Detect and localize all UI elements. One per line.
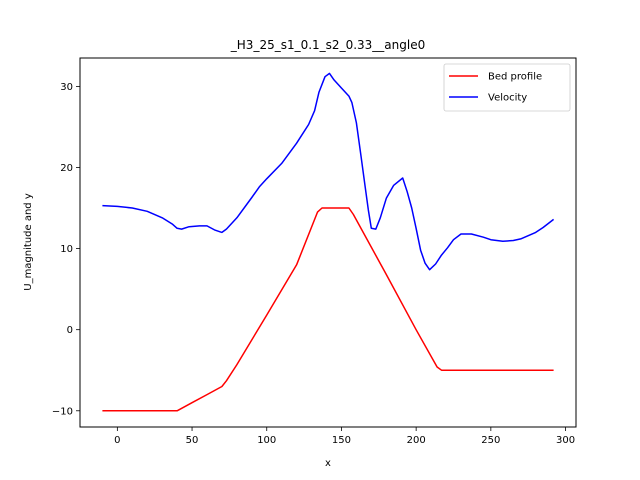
y-axis: −10 0 10 20 30 (52, 82, 80, 417)
series-line-velocity (102, 72, 555, 271)
x-tick-label: 150 (332, 435, 351, 446)
chart-title: _H3_25_s1_0.1_s2_0.33__angle0 (230, 38, 425, 52)
x-tick-label: 100 (257, 435, 276, 446)
y-tick-label: 20 (60, 163, 73, 174)
y-tick-label: −10 (52, 406, 73, 417)
y-tick-label: 0 (67, 325, 73, 336)
y-axis-label: U_magnitude and y (23, 193, 34, 291)
x-tick-label: 0 (114, 435, 120, 446)
legend-label-bed-profile: Bed profile (488, 72, 542, 83)
x-axis: 0 50 100 150 200 250 300 (114, 427, 575, 446)
y-tick-label: 30 (60, 82, 73, 93)
plot-frame (79, 57, 577, 428)
legend-label-velocity: Velocity (488, 93, 527, 104)
chart-marks (102, 72, 555, 412)
series-line-bed-profile (102, 207, 554, 412)
x-axis-label: x (325, 458, 331, 469)
x-tick-label: 200 (407, 435, 426, 446)
legend: Bed profile Velocity (443, 63, 571, 112)
x-tick-label: 300 (556, 435, 575, 446)
y-tick-label: 10 (60, 244, 73, 255)
x-tick-label: 250 (481, 435, 500, 446)
x-tick-label: 50 (186, 435, 199, 446)
